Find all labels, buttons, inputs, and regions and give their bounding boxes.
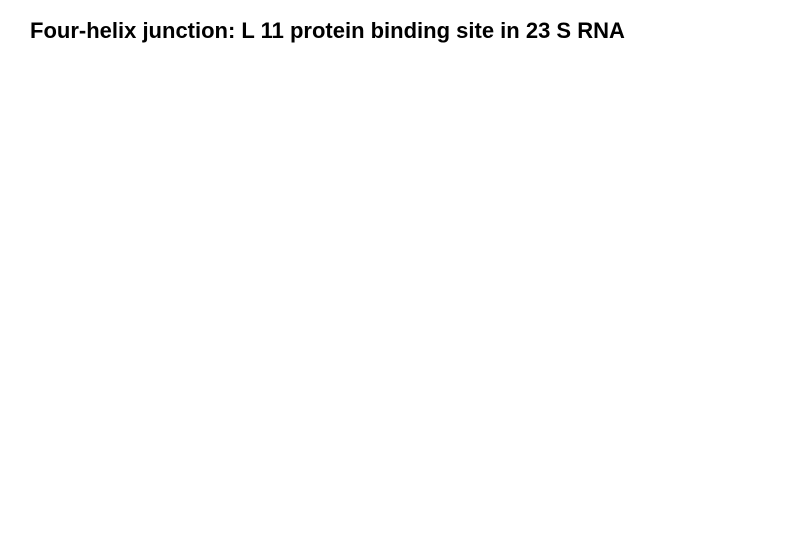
slide-title: Four-helix junction: L 11 protein bindin… bbox=[30, 18, 625, 44]
